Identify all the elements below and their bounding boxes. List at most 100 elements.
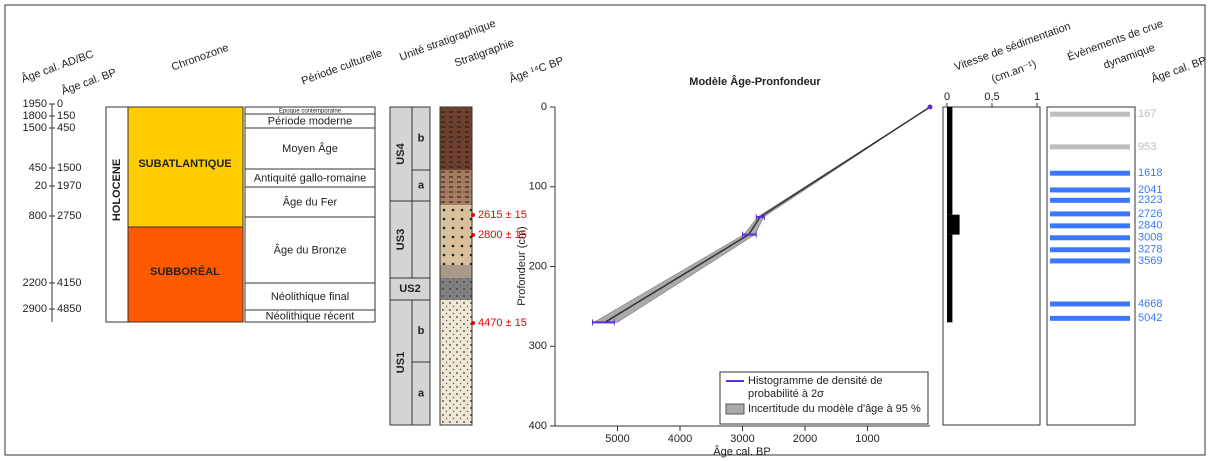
y-tick-label: 300 [529, 340, 547, 352]
date-marker [471, 233, 475, 237]
date-14c: 2615 ± 15 [478, 209, 527, 221]
sed-tick-label: 0 [944, 91, 950, 103]
date-marker [471, 321, 475, 325]
event-bar [1050, 235, 1130, 241]
unit-label: US1 [395, 352, 407, 373]
event-bar [1050, 170, 1130, 176]
age-ad-bc: 2900 [23, 303, 47, 315]
age-ad-bc: 800 [29, 210, 47, 222]
period-label: Âge du Bronze [274, 243, 347, 256]
x-tick-label: 4000 [668, 433, 692, 445]
age-ad-bc: 1500 [23, 122, 47, 134]
strat-outline [439, 106, 473, 426]
sed-bar [947, 107, 953, 215]
event-age: 2323 [1138, 194, 1162, 206]
age-model-line [604, 106, 931, 323]
strat-texture [440, 205, 472, 265]
subunit-label: a [418, 387, 425, 399]
period-label: Époque contemporaine [279, 108, 342, 115]
chronozone-label: SUBATLANTIQUE [138, 158, 231, 170]
strat-layer [440, 265, 472, 278]
legend-band-label: Incertitude du modèle d'âge à 95 % [748, 403, 921, 415]
legend-swatch [725, 403, 745, 415]
period-box [244, 309, 376, 323]
subunit-label: b [418, 132, 425, 144]
age-bp: 4850 [57, 303, 81, 315]
sed-tick-label: 0,5 [984, 91, 999, 103]
period-box [244, 186, 376, 218]
event-age: 3569 [1138, 255, 1162, 267]
y-tick-label: 200 [529, 260, 547, 272]
age-bp: 0 [57, 98, 63, 110]
event-bar [1050, 223, 1130, 229]
period-box [244, 216, 376, 284]
y-tick-label: 0 [541, 101, 547, 113]
event-bar [1050, 247, 1130, 253]
x-tick-label: 1000 [855, 433, 879, 445]
subunit-box [411, 361, 431, 426]
period-label: Antiquité gallo-romaine [254, 172, 367, 184]
y-tick-label: 400 [529, 420, 547, 432]
event-bar [1050, 315, 1130, 321]
y-tick-label: 100 [529, 181, 547, 193]
legend-box [719, 371, 929, 425]
subunit-label: a [418, 179, 425, 191]
event-bar [1050, 258, 1130, 264]
event-bar [1050, 301, 1130, 307]
chart-title: Modèle Âge-Pronfondeur [689, 75, 821, 88]
x-tick-label: 2000 [793, 433, 817, 445]
date-marker [471, 213, 475, 217]
period-label: Période moderne [268, 115, 352, 127]
unit-label: US4 [395, 142, 407, 164]
chronozone-box [127, 226, 244, 323]
event-age: 953 [1138, 141, 1156, 153]
event-age: 1618 [1138, 167, 1162, 179]
strat-texture [440, 170, 472, 205]
strat-texture [440, 107, 472, 170]
period-label: Néolithique final [271, 291, 349, 303]
age-ad-bc: 20 [35, 180, 47, 192]
age-bp: 1970 [57, 180, 81, 192]
legend-histogram-label: Histogramme de densité de probabilité à … [748, 375, 883, 400]
sed-bar [947, 234, 953, 323]
chronozone-box [127, 106, 244, 228]
age-bp: 1500 [57, 162, 81, 174]
event-age: 2041 [1138, 184, 1162, 196]
event-age: 3278 [1138, 244, 1162, 256]
unit-label: US3 [395, 229, 407, 250]
age-bp: 2750 [57, 210, 81, 222]
age-bp: 450 [57, 122, 75, 134]
y-axis-label: Profondeur (cm) [516, 226, 528, 305]
x-axis-label: Âge cal. BP [713, 445, 770, 458]
event-age: 3008 [1138, 232, 1162, 244]
age-ad-bc: 2200 [23, 277, 47, 289]
age-ad-bc: 1950 [23, 98, 47, 110]
date-14c: 4470 ± 15 [478, 317, 527, 329]
event-panel [1046, 106, 1136, 426]
period-label: Moyen Âge [282, 142, 338, 155]
x-tick-label: 5000 [605, 433, 629, 445]
subunit-box [411, 200, 431, 279]
age-ad-bc: 450 [29, 162, 47, 174]
event-age: 2726 [1138, 208, 1162, 220]
event-bar [1050, 211, 1130, 217]
model-top [927, 104, 933, 110]
age-bp: 150 [57, 110, 75, 122]
event-bar [1050, 197, 1130, 203]
period-label: Âge du Fer [283, 195, 338, 208]
sed-tick-label: 1 [1034, 91, 1040, 103]
event-age: 2840 [1138, 220, 1162, 232]
unit-label: US2 [399, 283, 420, 295]
epoch-label: HOLOCENE [111, 159, 123, 221]
chronozone-label: SUBBORÉAL [150, 265, 220, 278]
sed-panel [942, 106, 1041, 426]
event-age: 5042 [1138, 312, 1162, 324]
event-bar [1050, 111, 1130, 117]
sed-bar [947, 214, 960, 235]
strat-texture [440, 278, 472, 300]
date-14c: 2800 ± 15 [478, 229, 527, 241]
period-box [244, 282, 376, 311]
event-age: 167 [1138, 108, 1156, 120]
